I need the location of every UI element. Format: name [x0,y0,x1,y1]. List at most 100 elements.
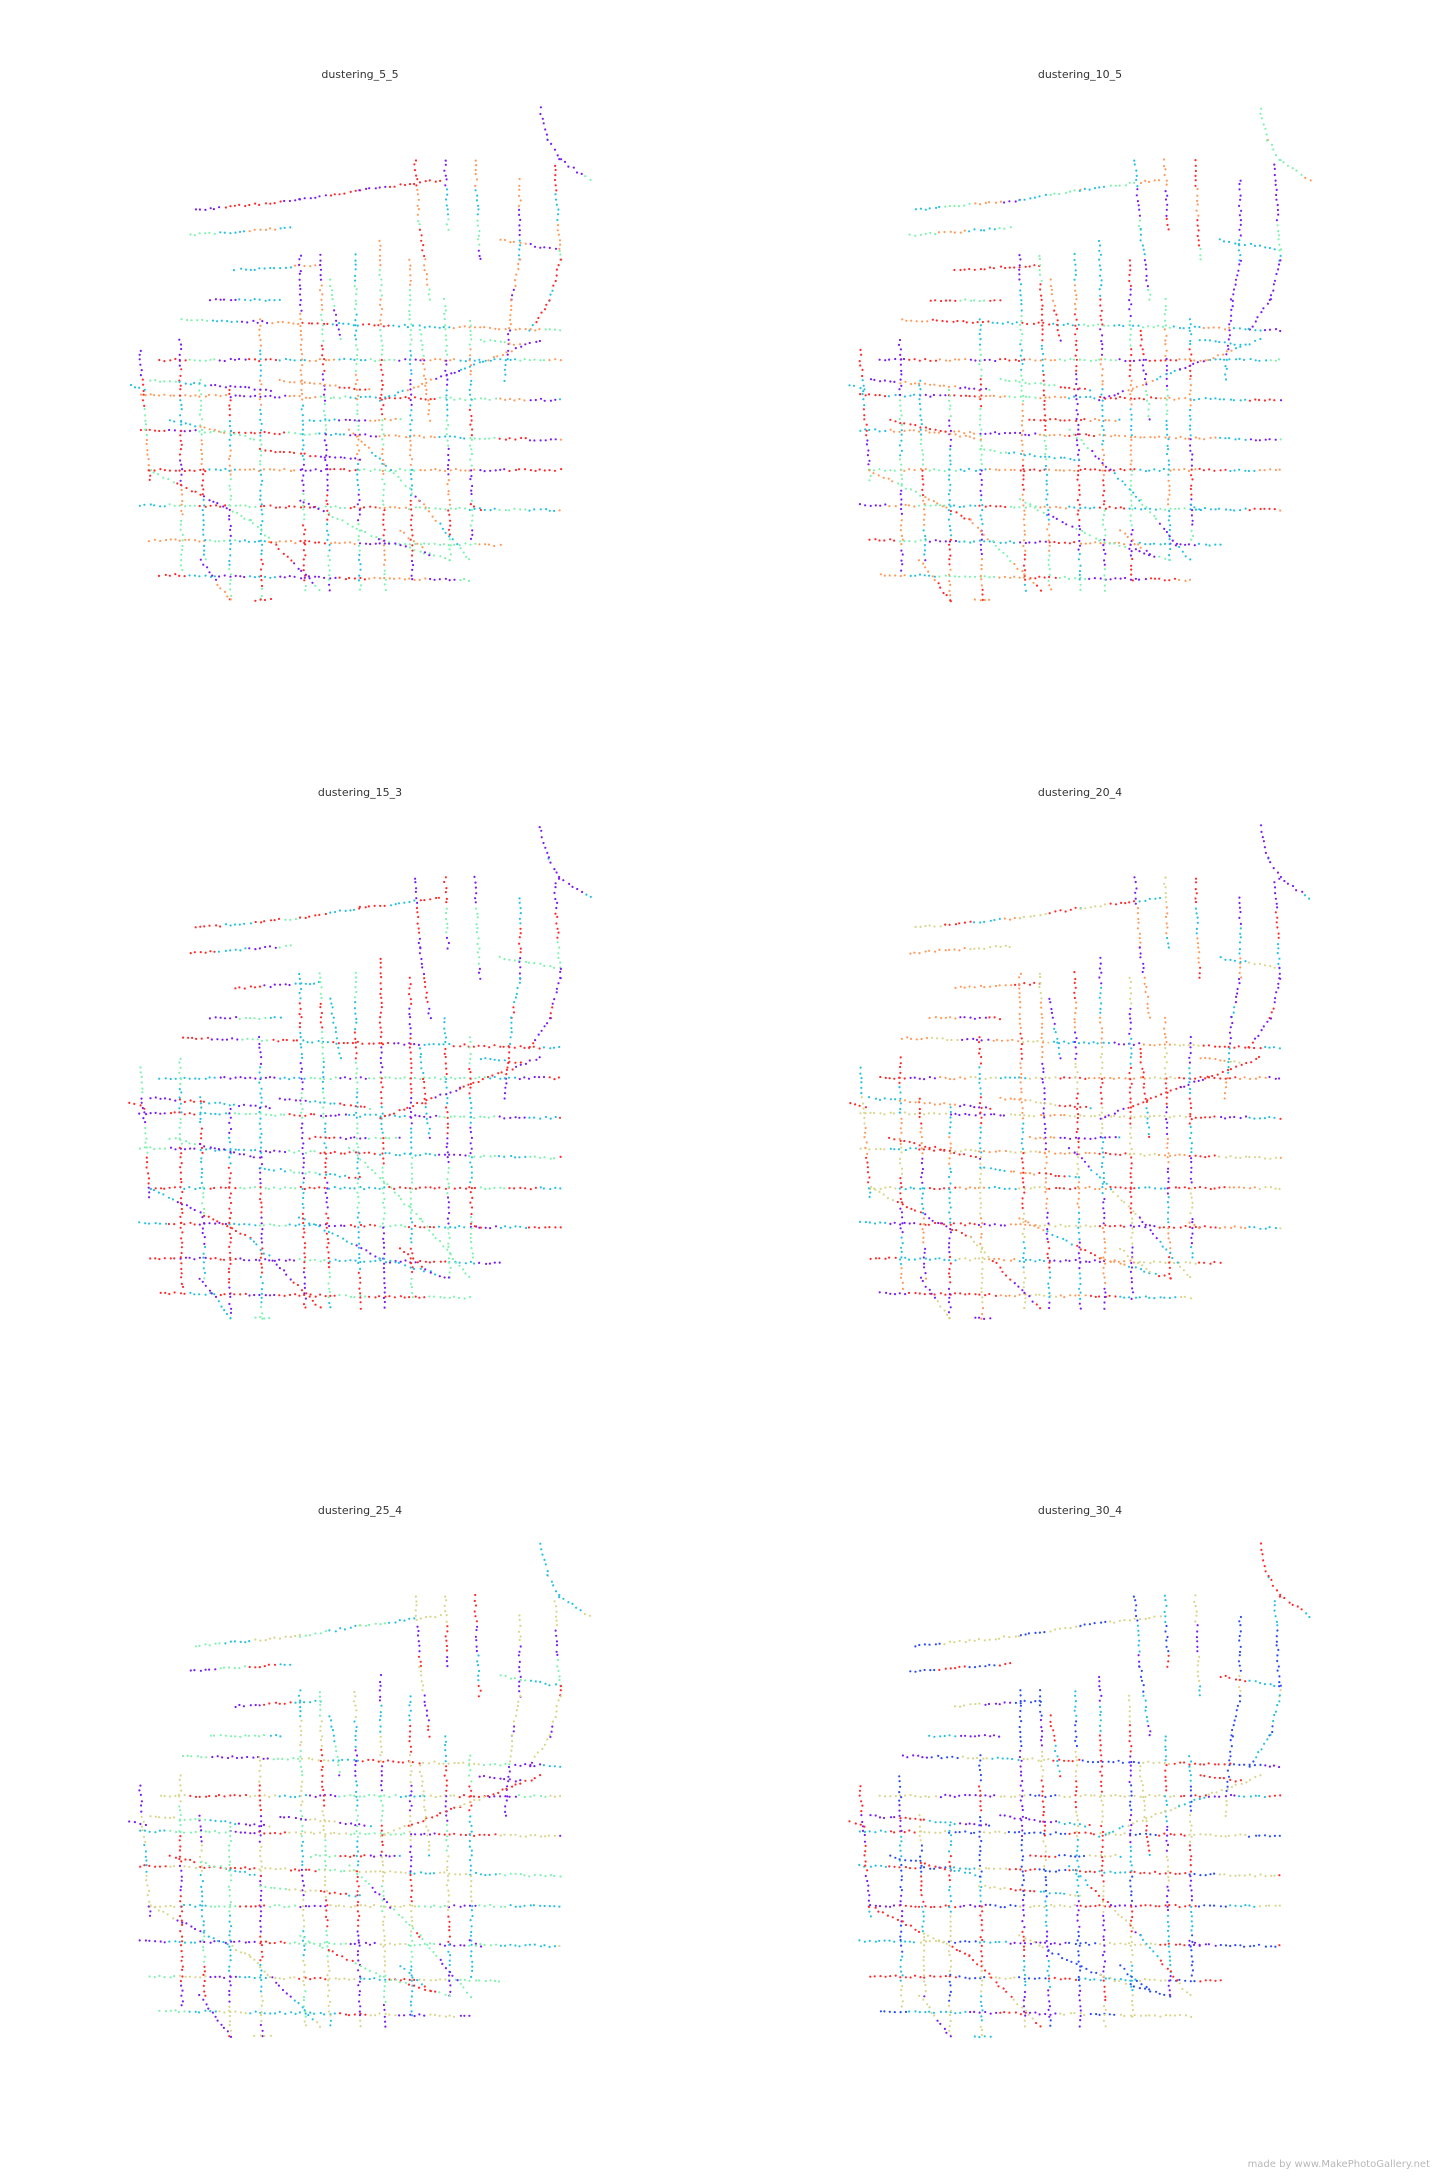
data-point [1102,503,1105,506]
data-point [429,419,432,422]
data-point [208,231,211,234]
data-point [267,536,270,539]
data-point [1279,509,1282,512]
data-point [298,1223,301,1226]
data-point [924,566,927,569]
data-point [153,538,156,541]
data-point [1158,522,1161,525]
data-point [504,509,507,512]
data-point [230,1307,233,1310]
data-point [964,386,967,389]
data-point [289,944,292,947]
data-point [219,469,222,472]
data-point [908,468,911,471]
data-point [499,397,502,400]
data-point [934,428,937,431]
data-point [551,1002,554,1005]
data-point [309,265,312,268]
data-point [1191,534,1195,538]
data-point [437,1225,441,1228]
data-point [978,343,982,346]
data-point [331,323,334,326]
data-point [302,1221,305,1225]
data-point [144,428,147,431]
data-point [1021,570,1024,573]
data-point [475,907,478,910]
data-point [897,482,900,485]
data-point [948,499,951,502]
data-point [179,384,182,387]
data-point [301,392,304,396]
data-point [333,1186,336,1189]
data-point [1124,532,1127,535]
data-point [411,568,414,572]
data-point [869,474,872,478]
data-point [557,982,560,985]
data-point [447,447,450,450]
data-point [409,398,412,402]
data-point [1259,112,1262,115]
data-point [379,397,382,400]
data-point [444,369,447,372]
data-point [1258,439,1261,442]
data-point [1098,288,1101,291]
data-point [973,437,976,440]
data-point [493,1261,496,1264]
data-point [384,589,387,592]
data-point [230,594,233,598]
data-point [488,326,492,329]
data-point [188,1256,191,1259]
data-point [354,334,357,337]
data-point [1138,499,1141,502]
data-point [538,339,542,343]
data-point [1154,517,1157,521]
data-point [319,1006,322,1009]
data-point [901,563,904,566]
data-point [1044,358,1047,361]
data-point [299,329,302,333]
data-point [557,208,560,211]
data-point [1139,227,1142,231]
data-point [329,1306,332,1309]
data-point [518,936,521,939]
data-point [321,1030,324,1034]
data-point [328,549,331,552]
data-point [1253,507,1256,510]
data-point [274,1114,277,1117]
data-point [949,538,952,542]
data-point [357,1261,360,1265]
data-point [449,524,452,527]
data-point [499,238,502,241]
data-point [903,395,906,398]
data-point [479,338,482,341]
data-point [1003,227,1006,230]
data-point [420,339,423,342]
data-point [949,594,952,597]
data-point [498,328,501,331]
data-point [303,576,306,579]
data-point [1145,274,1148,277]
data-point [933,575,936,578]
data-point [320,986,323,989]
data-point [228,1207,231,1210]
data-point [1050,288,1053,291]
data-point [354,1028,357,1031]
data-point [903,422,906,425]
data-point [1138,359,1141,362]
data-point [199,1113,202,1116]
data-point [1063,575,1066,579]
data-point [259,489,262,492]
data-point [313,1150,316,1153]
data-point [1167,448,1170,451]
data-point [320,303,323,307]
data-point [258,1293,261,1297]
data-point [1159,507,1162,510]
data-point [1273,399,1276,402]
data-point [228,1112,231,1115]
data-point [307,575,311,578]
data-point [958,540,961,543]
data-point [484,543,487,546]
data-point [1254,339,1257,342]
data-point [445,419,448,422]
data-point [266,321,269,325]
